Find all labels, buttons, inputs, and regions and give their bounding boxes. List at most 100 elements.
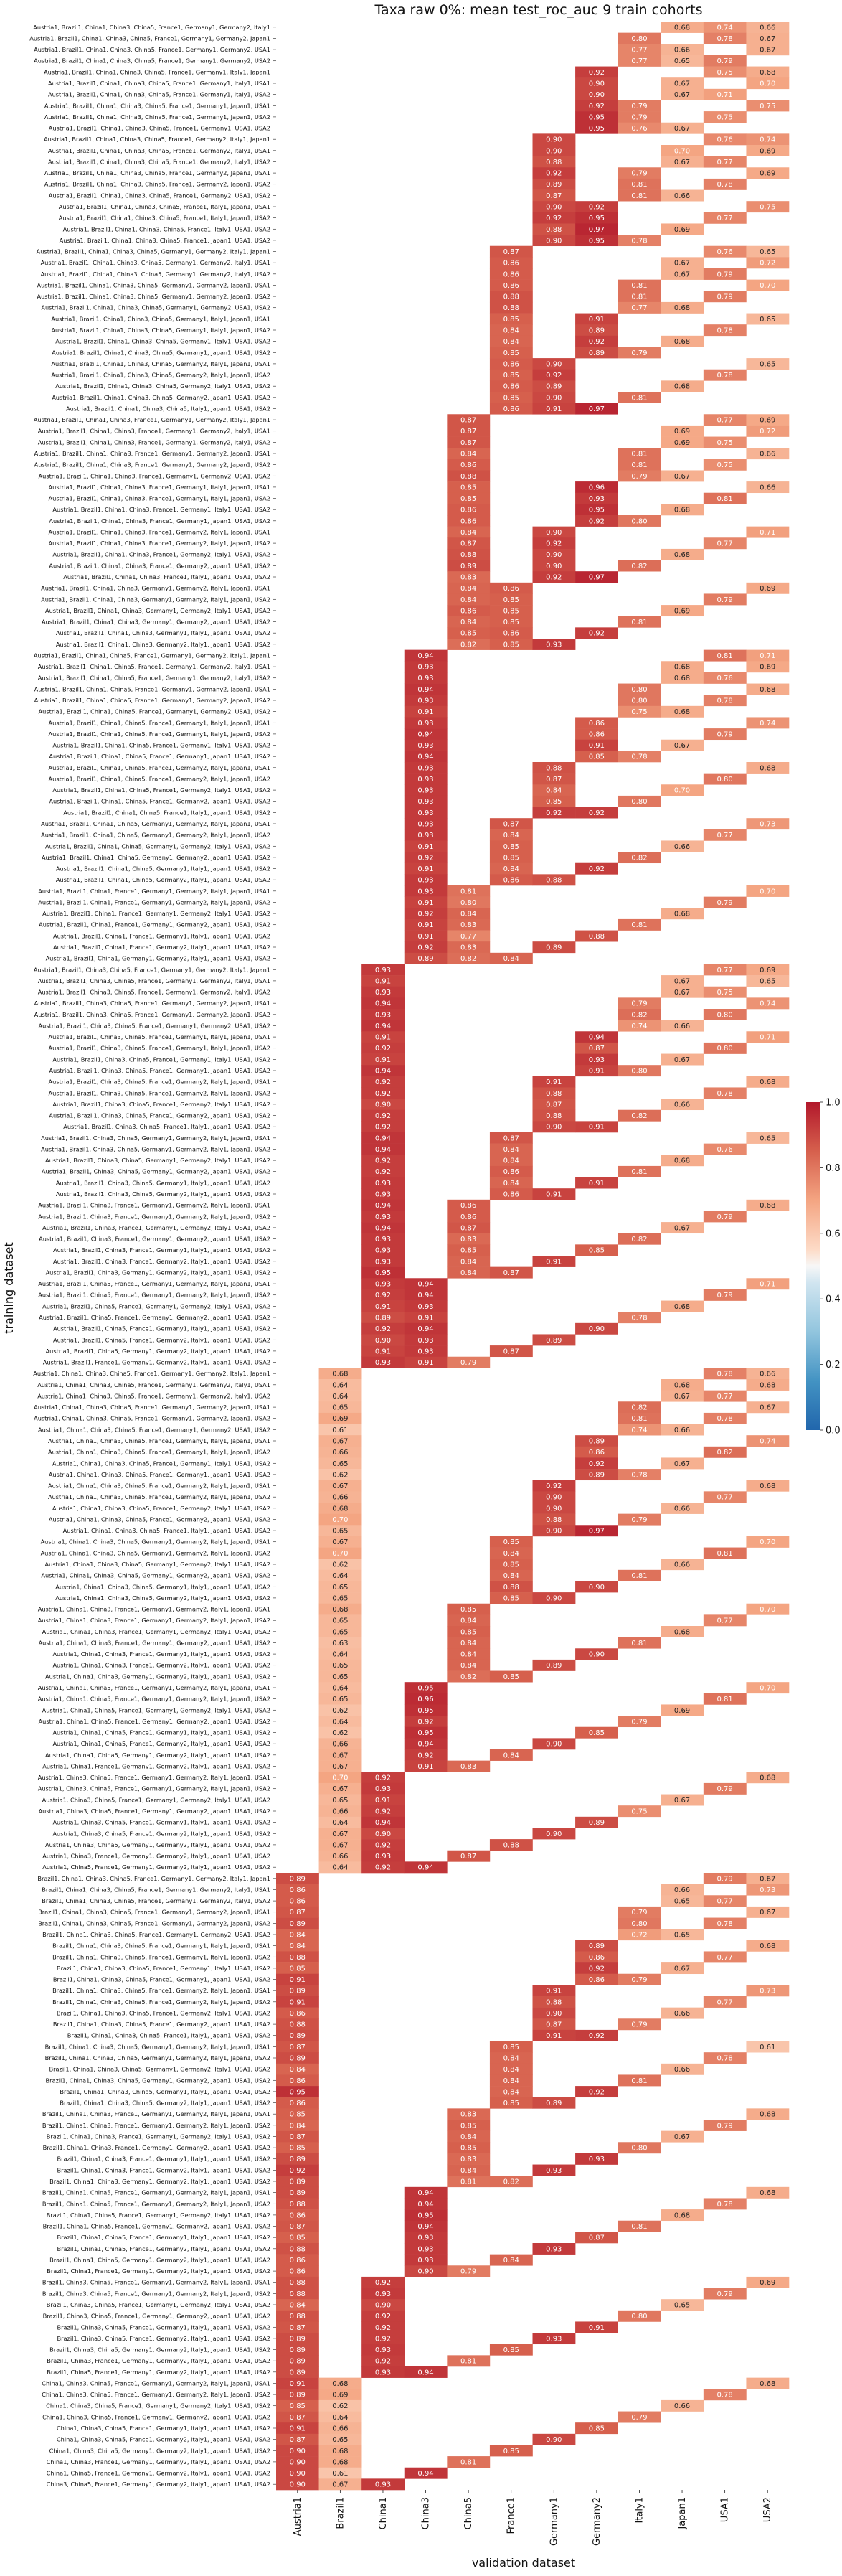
cell-value-label: 0.85 xyxy=(503,619,519,626)
cell-value-label: 0.89 xyxy=(589,1471,605,1479)
heatmap-cell xyxy=(276,2344,319,2356)
heatmap-cell xyxy=(404,1693,448,1705)
y-tick-label: Austria1, Brazil1, China1, China3, Germa… xyxy=(41,585,270,592)
y-tick-label: Austria1, Brazil1, China1, China5, Franc… xyxy=(49,775,270,782)
cell-value-label: 0.89 xyxy=(546,2100,562,2107)
cell-value-label: 0.85 xyxy=(290,1965,306,1973)
cell-value-label: 0.86 xyxy=(290,1886,306,1894)
y-tick-label: Austria1, Brazil1, China1, China3, Franc… xyxy=(49,540,270,547)
heatmap-cell xyxy=(575,1816,618,1828)
y-tick-label: Austria1, Brazil1, China1, China3, Franc… xyxy=(34,461,270,469)
cell-value-label: 0.93 xyxy=(546,641,562,649)
y-tick-label: Austria1, China1, China3, China5, France… xyxy=(48,1482,270,1490)
cell-value-label: 0.85 xyxy=(503,316,519,324)
y-tick-label: Austria1, Brazil1, China5, France1, Germ… xyxy=(42,1302,270,1310)
cell-value-label: 0.79 xyxy=(631,1718,647,1726)
y-tick-label: Austria1, Brazil1, China1, France1, Germ… xyxy=(42,910,270,917)
heatmap-cell xyxy=(404,1716,448,1728)
heatmap-cell xyxy=(318,1424,362,1436)
heatmap-cell xyxy=(532,1985,576,1997)
cell-value-label: 0.91 xyxy=(375,1797,391,1805)
y-tick-label: Brazil1, China1, China3, France1, German… xyxy=(57,2166,270,2173)
cell-value-label: 0.80 xyxy=(631,686,647,694)
heatmap-cell xyxy=(489,2344,533,2356)
cell-value-label: 0.77 xyxy=(716,159,732,166)
heatmap-cell xyxy=(661,1794,704,1806)
cell-value-label: 0.81 xyxy=(716,1696,732,1703)
cell-value-label: 0.92 xyxy=(589,865,605,873)
x-tick-label: Germany2 xyxy=(592,2497,602,2546)
y-tick-label: Austria1, Brazil1, China1, China3, Franc… xyxy=(38,438,270,446)
cell-value-label: 0.81 xyxy=(631,2223,647,2231)
cell-value-label: 0.88 xyxy=(546,877,562,885)
cell-value-label: 0.87 xyxy=(290,2324,306,2332)
cell-value-label: 0.67 xyxy=(674,742,690,750)
heatmap-cell xyxy=(575,2029,618,2041)
heatmap-cell xyxy=(404,908,448,920)
y-tick-label: Austria1, Brazil1, China1, China5, Germa… xyxy=(41,832,270,839)
cell-value-label: 0.91 xyxy=(417,933,433,941)
heatmap-cell xyxy=(532,941,576,954)
heatmap-cell xyxy=(661,1559,704,1571)
cell-value-label: 0.88 xyxy=(290,2245,306,2253)
cell-value-label: 0.84 xyxy=(503,1146,519,1154)
heatmap-cell xyxy=(746,22,790,33)
y-tick-label: Austria1, Brazil1, China3, France1, Germ… xyxy=(53,1258,270,1265)
cell-value-label: 0.77 xyxy=(716,1954,732,1962)
cell-value-label: 0.89 xyxy=(290,2335,306,2343)
heatmap-cell xyxy=(404,1312,448,1324)
y-tick-label: Austria1, Brazil1, China3, France1, Germ… xyxy=(38,1213,270,1220)
cell-value-label: 0.85 xyxy=(546,798,562,806)
cell-value-label: 0.79 xyxy=(716,2122,732,2130)
heatmap-cell xyxy=(618,1569,661,1581)
heatmap-cell xyxy=(447,1659,491,1671)
heatmap-cell xyxy=(703,133,747,146)
cell-value-label: 0.71 xyxy=(716,91,732,99)
heatmap-cell xyxy=(489,616,533,628)
cell-value-label: 0.86 xyxy=(290,2268,306,2276)
heatmap-cell xyxy=(447,616,491,628)
y-tick-label: Austria1, Brazil1, China1, China3, China… xyxy=(51,372,270,379)
y-tick-label: Austria1, Brazil1, China1, China3, China… xyxy=(59,203,270,210)
y-tick-label: Austria1, Brazil1, China1, China5, Franc… xyxy=(39,708,270,715)
cell-value-label: 0.75 xyxy=(631,708,647,716)
heatmap-cell xyxy=(575,1053,618,1066)
y-tick-label: Austria1, China1, China3, Germany1, Germ… xyxy=(45,1673,270,1680)
heatmap-cell xyxy=(361,1312,405,1324)
cell-value-label: 0.67 xyxy=(332,1752,348,1759)
cell-value-label: 0.68 xyxy=(332,1606,348,1614)
y-tick-label: Austria1, Brazil1, China1, China5, Franc… xyxy=(49,719,270,726)
heatmap-cell xyxy=(532,2164,576,2176)
heatmap-cell xyxy=(618,1469,661,1481)
cell-value-label: 0.78 xyxy=(716,2392,732,2399)
y-tick-label: Austria1, China1, China5, France1, Germa… xyxy=(52,1740,270,1747)
heatmap-cell xyxy=(703,178,747,190)
cell-value-label: 0.66 xyxy=(760,484,775,492)
heatmap-cell xyxy=(746,1884,790,1896)
cell-value-label: 0.82 xyxy=(460,641,476,649)
cell-value-label: 0.84 xyxy=(460,1258,476,1266)
heatmap-cell xyxy=(746,1132,790,1144)
y-tick-label: Austria1, Brazil1, China1, China3, China… xyxy=(44,102,270,109)
cell-value-label: 0.95 xyxy=(417,1707,433,1715)
cell-value-label: 0.66 xyxy=(332,1741,348,1749)
heatmap-cell xyxy=(361,1805,405,1818)
heatmap-cell xyxy=(618,1424,661,1436)
cell-value-label: 0.91 xyxy=(546,1258,562,1266)
heatmap-cell xyxy=(447,593,491,606)
heatmap-cell xyxy=(661,784,704,796)
cell-value-label: 0.84 xyxy=(503,832,519,840)
cell-value-label: 0.79 xyxy=(631,2414,647,2422)
heatmap-cell xyxy=(489,1749,533,1761)
cell-value-label: 0.78 xyxy=(716,2201,732,2209)
cell-value-label: 0.90 xyxy=(546,1528,562,1536)
cell-value-label: 0.90 xyxy=(546,2010,562,2018)
heatmap-cell xyxy=(361,1188,405,1200)
y-tick-label: Austria1, Brazil1, China1, China3, China… xyxy=(51,315,270,322)
heatmap-cell xyxy=(618,279,661,291)
cell-value-label: 0.65 xyxy=(674,57,690,65)
cell-value-label: 0.92 xyxy=(375,1090,391,1098)
cell-value-label: 0.89 xyxy=(290,2032,306,2040)
heatmap-cell xyxy=(575,324,618,337)
cell-value-label: 0.72 xyxy=(760,260,775,268)
